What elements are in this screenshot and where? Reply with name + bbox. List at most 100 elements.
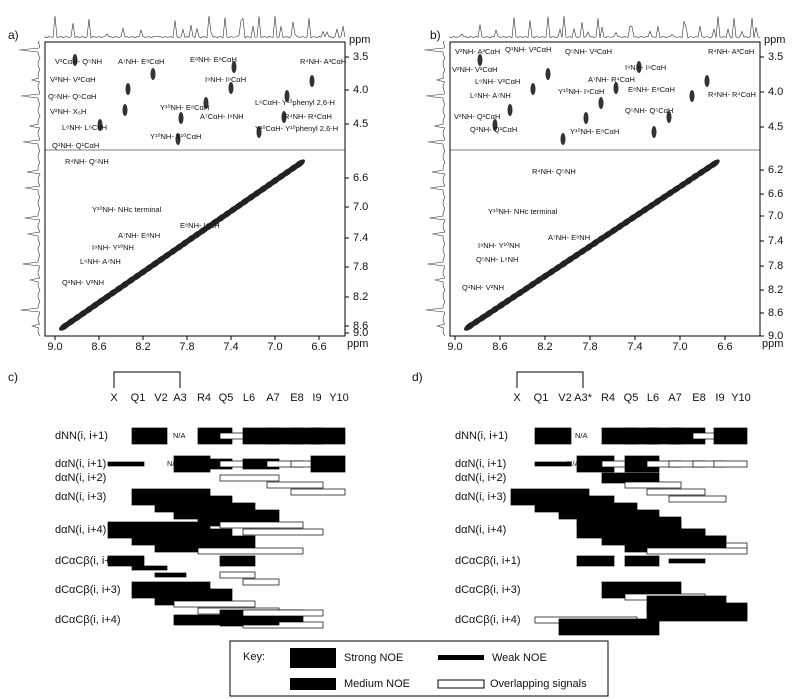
peak-annotation: I⁹NH- Y¹⁰NH: [92, 243, 134, 252]
peak: [666, 111, 672, 123]
noe-bar: [624, 555, 660, 567]
noe-bar: [646, 488, 706, 496]
residue-label: R4: [601, 392, 615, 404]
y-tick-label: 7.4: [768, 235, 783, 247]
x-unit: ppm: [762, 338, 783, 350]
y-tick-label: 3.5: [768, 51, 783, 63]
key-title: Key:: [243, 651, 265, 663]
noe-bar: [242, 609, 324, 617]
peak-annotation: V²CαH- Q⁵NH: [55, 57, 102, 66]
peak-annotation: V²NH- X₅H: [50, 107, 86, 116]
bracket: [516, 371, 584, 388]
key-strong-swatch: [290, 648, 336, 668]
x-tick-label: 7.4: [223, 341, 238, 353]
peak: [256, 126, 262, 138]
noe-row-label: dαN(i, i+3): [55, 491, 106, 503]
peak-annotation: I⁹NH- Y¹⁰NH: [478, 241, 520, 250]
residue-label: E8: [692, 392, 705, 404]
peak: [72, 54, 78, 66]
peak: [97, 119, 103, 131]
peak: [477, 54, 483, 66]
noe-bar: [624, 481, 682, 489]
peak-annotation: E⁸NH- I⁹NH: [180, 221, 220, 230]
na-label: N/A: [173, 431, 186, 440]
noe-row-label: dCαCβ(i, i+3): [55, 584, 121, 596]
noe-bar: [601, 472, 660, 484]
peak: [704, 75, 710, 87]
peak: [122, 104, 128, 116]
residue-label: Y10: [329, 392, 349, 404]
noe-bar: [713, 427, 748, 445]
panel-label: b): [430, 28, 441, 42]
noe-bar: [131, 427, 168, 445]
peak: [203, 97, 209, 109]
residue-label: A7: [266, 392, 279, 404]
peak-annotation: L⁶CαH- Y¹⁰phenyl 2,6-H: [255, 98, 335, 107]
noe-bar: [576, 555, 615, 567]
residue-label: Y10: [731, 392, 751, 404]
peak-annotation: V²NH- V²CαH: [50, 75, 96, 84]
noe-row-label: dCαCβ(i, i+3): [455, 584, 521, 596]
peak-annotation: R⁴NH- R⁴CαH: [708, 90, 756, 99]
residue-label: A7: [668, 392, 681, 404]
projection-top: [449, 16, 761, 39]
noe-row-label: dαN(i, i+4): [455, 524, 506, 536]
projection-top: [44, 15, 346, 39]
panel-label: a): [8, 28, 19, 42]
peak-annotation: V²NH- V²CαH: [452, 65, 498, 74]
x-tick-label: 7.0: [672, 341, 687, 353]
peak-annotation: I⁹NH- I⁹CαH: [625, 63, 666, 72]
residue-label: L6: [243, 392, 255, 404]
y-tick-label: 7.4: [353, 232, 368, 244]
noe-row-label: dCαCβ(i, i+1): [455, 555, 521, 567]
noe-bar: [668, 495, 727, 503]
peak-annotation: L⁶NH- L⁶CαH: [62, 123, 107, 132]
peak: [175, 133, 181, 145]
noe-bar: [197, 547, 304, 555]
noe-row-label: dαN(i, i+2): [55, 472, 106, 484]
y-tick-label: 6.6: [353, 172, 368, 184]
peak-annotation: L⁶NH- V²CαH: [475, 77, 520, 86]
peak: [689, 90, 695, 102]
y-tick-label: 9.0: [353, 327, 368, 339]
peak-annotation: Q¹NH- Q¹CαH: [52, 141, 99, 150]
x-tick-label: 7.0: [267, 341, 282, 353]
peak: [293, 159, 305, 169]
x-tick-label: 8.2: [135, 341, 150, 353]
noe-bar: [173, 614, 280, 626]
key-strong: Strong NOE: [344, 652, 403, 664]
peak: [583, 112, 589, 124]
peak-annotation: Y¹⁰NH- I⁹CαH: [558, 87, 604, 96]
peak: [150, 68, 156, 80]
key-overlap-swatch: [437, 679, 485, 689]
peak-annotation: I⁹NH- I⁹CαH: [205, 75, 246, 84]
peak: [231, 61, 237, 73]
peak-annotation: Y¹⁰NH- E⁸CαH: [570, 127, 619, 136]
peak: [284, 90, 290, 102]
noe-bar: [107, 461, 145, 467]
noe-bar: [310, 427, 346, 445]
noe-row-label: dαN(i, i+2): [455, 472, 506, 484]
key-medium-swatch: [290, 678, 336, 690]
peak-annotation: A⁷NH- R⁴CαH: [588, 75, 635, 84]
noe-bar: [219, 521, 304, 529]
noe-bar: [242, 578, 280, 586]
peak-annotation: A⁷NH- E⁸NH: [548, 233, 590, 242]
y-tick-label: 4.0: [768, 86, 783, 98]
peak-annotation: V²NH- A³CαH: [455, 47, 500, 56]
peak-annotation: L⁶NH- A⁷NH: [470, 91, 511, 100]
peak-annotation: E⁸NH- E⁸CαH: [190, 55, 237, 64]
y-tick-label: 8.2: [768, 284, 783, 296]
noe-bar: [219, 571, 256, 579]
noe-bar: [219, 555, 256, 567]
noe-bar: [646, 547, 748, 555]
peak-annotation: R⁴NH- R⁴CαH: [284, 112, 332, 121]
peak-annotation: R⁴NH- Q⁵NH: [532, 167, 576, 176]
peak: [560, 133, 566, 145]
residue-label: Q1: [534, 392, 549, 404]
noe-bar: [266, 481, 324, 489]
peak: [598, 97, 604, 109]
y-tick-label: 9.0: [768, 330, 783, 342]
peak-annotation: Y¹⁰NH- Y¹⁰CαH: [150, 132, 201, 141]
noe-row-label: dCαCβ(i, i+4): [55, 614, 121, 626]
